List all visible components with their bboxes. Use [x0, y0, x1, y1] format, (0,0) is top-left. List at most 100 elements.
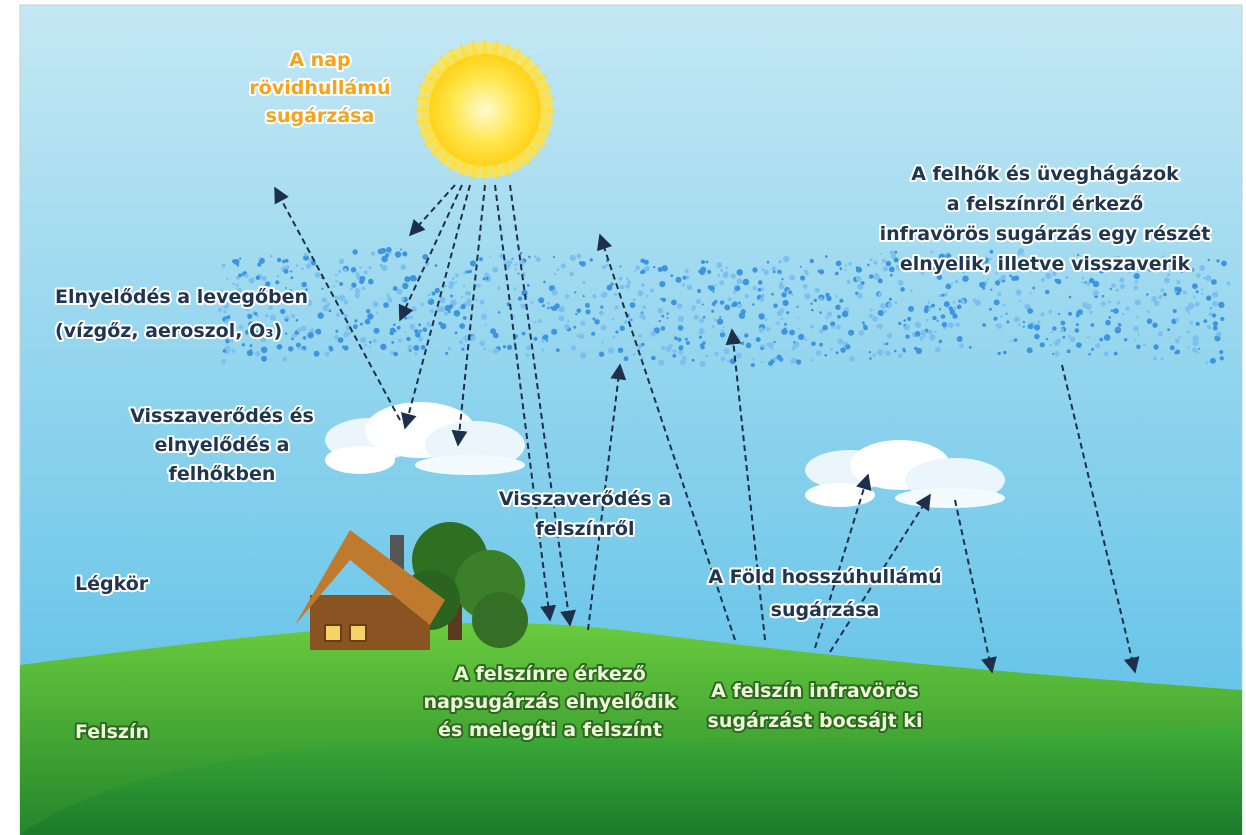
- aerosol-dot: [478, 284, 481, 287]
- aerosol-dot: [1160, 288, 1164, 292]
- aerosol-dot: [620, 285, 625, 290]
- aerosol-dot: [449, 281, 455, 287]
- aerosol-dot: [360, 276, 366, 282]
- aerosol-dot: [711, 310, 714, 313]
- aerosol-dot: [518, 273, 520, 275]
- aerosol-dot: [415, 332, 420, 337]
- aerosol-dot: [393, 286, 398, 291]
- aerosol-dot: [776, 322, 780, 326]
- aerosol-dot: [661, 346, 665, 350]
- aerosol-dot: [882, 259, 886, 263]
- aerosol-dot: [887, 333, 893, 339]
- aerosol-dot: [733, 290, 737, 294]
- aerosol-dot: [725, 271, 727, 273]
- aerosol-dot: [410, 324, 416, 330]
- cloud-reflection-label: elnyelődés a: [155, 434, 290, 456]
- aerosol-dot: [721, 330, 724, 333]
- aerosol-dot: [222, 263, 226, 267]
- aerosol-dot: [969, 346, 972, 349]
- aerosol-dot: [255, 351, 261, 357]
- aerosol-dot: [699, 331, 703, 335]
- aerosol-dot: [723, 326, 725, 328]
- aerosol-dot: [569, 272, 574, 277]
- aerosol-dot: [518, 296, 522, 300]
- aerosol-dot: [948, 322, 954, 328]
- aerosol-dot: [1153, 357, 1157, 361]
- aerosol-dot: [1175, 339, 1180, 344]
- aerosol-dot: [339, 282, 343, 286]
- aerosol-dot: [1204, 319, 1208, 323]
- aerosol-dot: [715, 284, 717, 286]
- aerosol-dot: [401, 297, 405, 301]
- aerosol-dot: [1091, 348, 1094, 351]
- aerosol-dot: [1087, 336, 1089, 338]
- aerosol-dot: [480, 300, 485, 305]
- aerosol-dot: [702, 304, 704, 306]
- aerosol-dot: [903, 319, 906, 322]
- aerosol-dot: [485, 324, 487, 326]
- aerosol-dot: [579, 261, 583, 265]
- aerosol-dot: [1192, 335, 1199, 342]
- aerosol-dot: [744, 333, 748, 337]
- aerosol-dot: [573, 326, 576, 329]
- aerosol-dot: [905, 335, 909, 339]
- aerosol-dot: [941, 314, 946, 319]
- aerosol-dot: [265, 314, 268, 317]
- aerosol-dot: [1190, 268, 1194, 272]
- aerosol-dot: [937, 274, 943, 280]
- aerosol-dot: [946, 284, 952, 290]
- longwave-label: A Föld hosszúhullámú: [708, 566, 941, 588]
- aerosol-dot: [1190, 321, 1194, 325]
- aerosol-dot: [837, 315, 841, 319]
- aerosol-dot: [321, 288, 323, 290]
- aerosol-dot: [395, 251, 401, 257]
- aerosol-dot: [1099, 338, 1103, 342]
- aerosol-dot: [778, 260, 781, 263]
- aerosol-dot: [756, 337, 761, 342]
- aerosol-dot: [1113, 308, 1119, 314]
- aerosol-dot: [856, 266, 858, 268]
- aerosol-dot: [343, 331, 349, 337]
- aerosol-dot: [368, 279, 374, 285]
- aerosol-dot: [307, 332, 313, 338]
- aerosol-dot: [1003, 304, 1006, 307]
- aerosol-dot: [686, 341, 690, 345]
- aerosol-dot: [762, 268, 765, 271]
- aerosol-dot: [288, 346, 293, 351]
- aerosol-dot: [277, 275, 280, 278]
- aerosol-dot: [870, 258, 873, 261]
- aerosol-dot: [344, 300, 349, 305]
- aerosol-dot: [873, 273, 880, 280]
- aerosol-dot: [602, 341, 604, 343]
- aerosol-dot: [269, 358, 271, 360]
- aerosol-dot: [832, 326, 835, 329]
- aerosol-dot: [804, 270, 808, 274]
- aerosol-dot: [709, 285, 715, 291]
- page: A naprövidhullámúsugárzásaA felhők és üv…: [0, 0, 1246, 835]
- aerosol-dot: [1101, 302, 1106, 307]
- aerosol-dot: [931, 304, 935, 308]
- aerosol-dot: [564, 324, 569, 329]
- aerosol-dot: [659, 320, 661, 322]
- aerosol-dot: [758, 288, 762, 292]
- aerosol-dot: [903, 349, 906, 352]
- aerosol-dot: [369, 346, 371, 348]
- aerosol-dot: [658, 267, 663, 272]
- aerosol-dot: [734, 335, 740, 341]
- aerosol-dot: [374, 328, 380, 334]
- aerosol-dot: [700, 361, 706, 367]
- aerosol-dot: [1068, 312, 1072, 316]
- aerosol-dot: [1076, 314, 1080, 318]
- aerosol-dot: [682, 356, 687, 361]
- aerosol-dot: [714, 300, 718, 304]
- aerosol-dot: [580, 352, 586, 358]
- aerosol-dot: [527, 284, 530, 287]
- aerosol-dot: [350, 287, 353, 290]
- aerosol-dot: [738, 301, 741, 304]
- aerosol-dot: [728, 297, 732, 301]
- aerosol-dot: [435, 288, 440, 293]
- aerosol-dot: [1062, 336, 1065, 339]
- aerosol-dot: [418, 323, 421, 326]
- aerosol-dot: [1054, 351, 1059, 356]
- aerosol-dot: [583, 295, 585, 297]
